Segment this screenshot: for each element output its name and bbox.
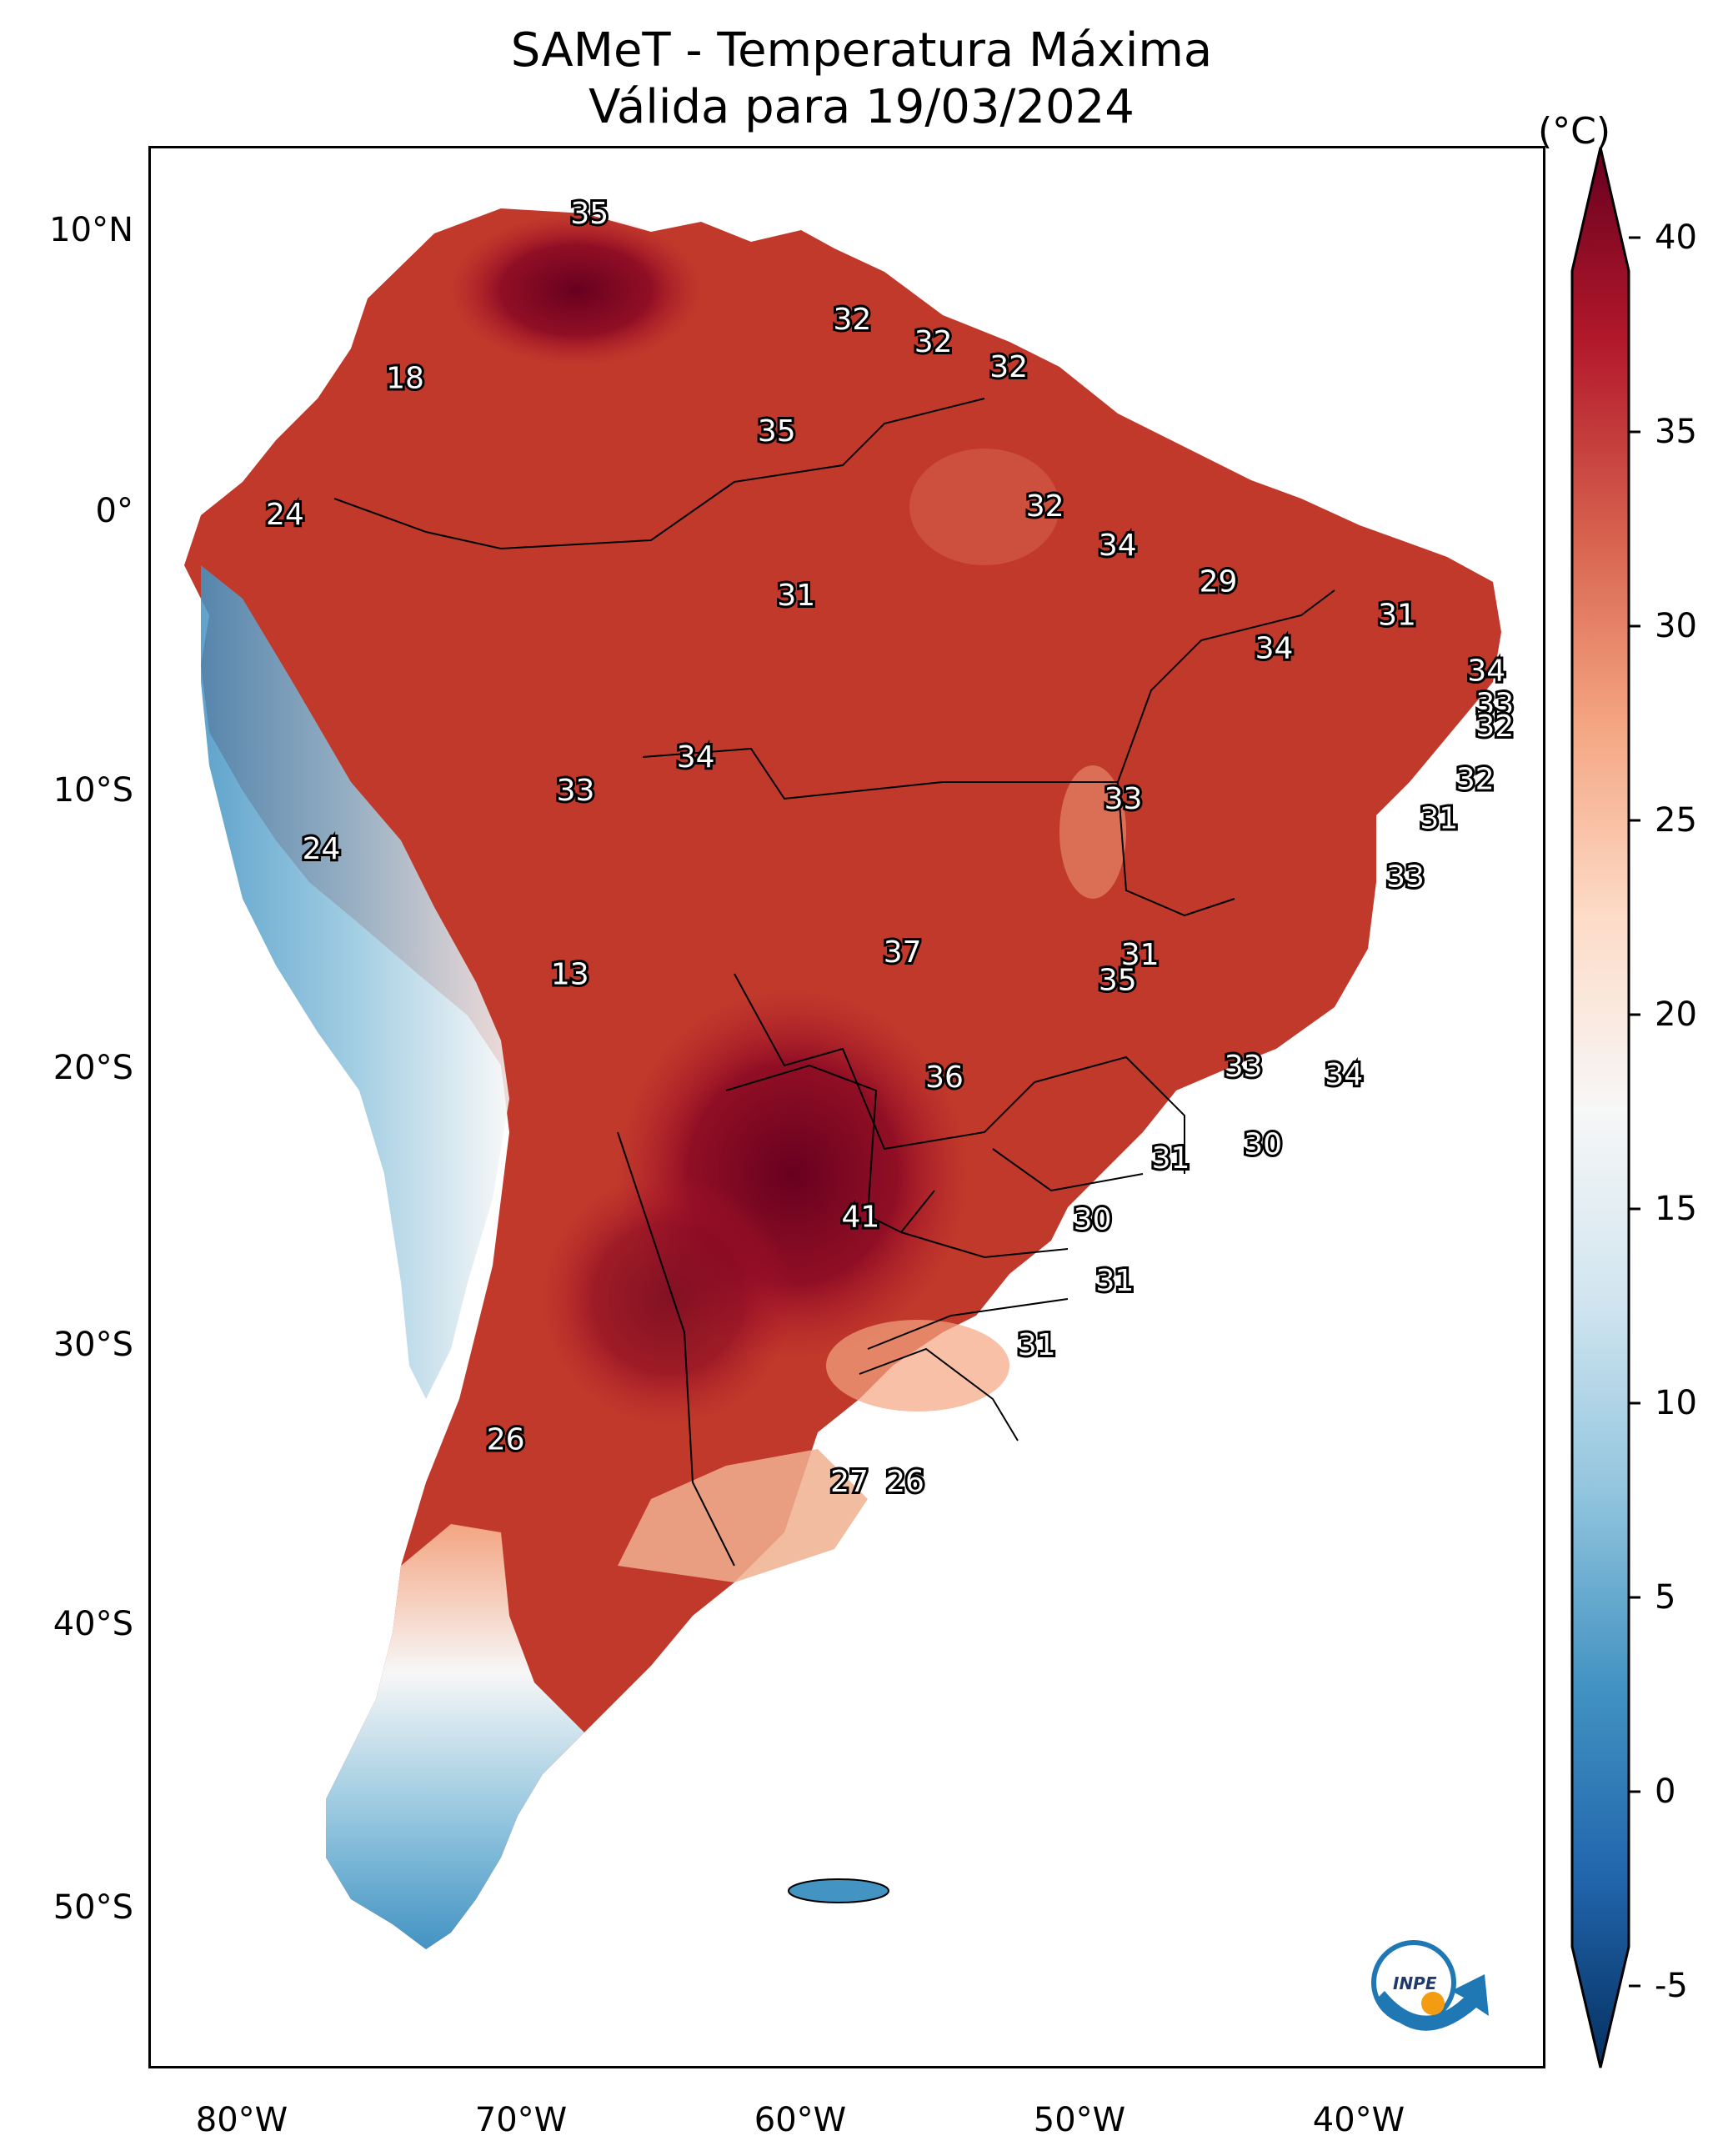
colorbar-tick-25: 25 (1655, 801, 1697, 840)
temperature-label: 27 (830, 1465, 869, 1499)
temperature-label: 41 (841, 1200, 879, 1234)
temperature-label: 34 (1325, 1058, 1363, 1092)
temperature-label: 31 (1420, 801, 1458, 835)
temperature-label: 31 (777, 579, 815, 613)
colorbar-tick-neg5: -5 (1655, 1967, 1688, 2005)
temperature-label: 36 (925, 1060, 964, 1095)
colorbar-tick-15: 15 (1655, 1190, 1697, 1228)
colorbar-tick-5: 5 (1655, 1578, 1676, 1617)
colorbar-tick-40: 40 (1655, 218, 1697, 257)
temperature-label: 30 (1244, 1127, 1282, 1161)
temperature-label: 31 (1018, 1328, 1056, 1362)
temperature-label: 18 (386, 361, 424, 395)
lon-label-40w: 40°W (1312, 2101, 1405, 2139)
temperature-label: 26 (886, 1465, 924, 1499)
temperature-label: 29 (1200, 564, 1238, 599)
colorbar (1570, 147, 1640, 2068)
patagonia-cool (326, 1524, 584, 1949)
temperature-label: 31 (1121, 938, 1160, 972)
lon-label-50w: 50°W (1033, 2101, 1126, 2139)
falklands (788, 1878, 889, 1903)
temperature-label: 32 (833, 303, 871, 337)
temperature-label: 35 (570, 197, 609, 231)
temperature-label: 32 (1026, 489, 1064, 524)
temperature-label: 32 (1456, 763, 1495, 797)
temperature-label: 32 (989, 350, 1028, 384)
temperature-label: 32 (914, 325, 953, 359)
lat-label-30s: 30°S (53, 1326, 133, 1364)
lon-label-70w: 70°W (474, 2101, 568, 2139)
temperature-label: 33 (1104, 782, 1143, 816)
temperature-label: 33 (1225, 1050, 1263, 1084)
lon-label-80w: 80°W (195, 2101, 288, 2139)
lat-label-0: 0° (95, 492, 133, 530)
lat-label-40s: 40°S (53, 1605, 133, 1643)
temperature-map: INPE 35323232183532243429313134343332343… (184, 194, 1516, 2031)
map-panel: INPE 35 32 32 32 18 35 32 24 34 29 31 31 34 34 33 32 34 3… (148, 146, 1545, 2068)
colorbar-tick-20: 20 (1655, 995, 1697, 1034)
temperature-label: 24 (303, 832, 341, 866)
colorbar-tick-10: 10 (1655, 1384, 1697, 1422)
map-title: SAMeT - Temperatura Máxima (510, 23, 1213, 78)
temperature-label: 35 (1099, 963, 1137, 997)
temperature-label: 31 (1152, 1141, 1190, 1176)
temperature-label: 26 (487, 1423, 525, 1457)
lat-label-10n: 10°N (49, 211, 133, 249)
temperature-label: 32 (1475, 709, 1514, 744)
temperature-label: 33 (1475, 687, 1514, 721)
temperature-label: 33 (1386, 860, 1425, 895)
lat-label-10s: 10°S (53, 771, 133, 810)
lon-label-60w: 60°W (754, 2101, 847, 2139)
temperature-label: 37 (884, 935, 922, 970)
temperature-label: 24 (266, 498, 304, 532)
inpe-logo: INPE (1371, 1940, 1489, 2031)
temperature-label: 30 (1074, 1203, 1112, 1237)
temperature-label: 34 (1099, 529, 1137, 563)
temperature-label: 31 (1095, 1264, 1134, 1298)
svg-text:INPE: INPE (1393, 1973, 1437, 1993)
temperature-label: 13 (551, 958, 589, 992)
andes-cold-band (201, 565, 509, 1399)
political-borders (333, 398, 1335, 1567)
temperature-label: 35 (758, 414, 796, 449)
lat-label-50s: 50°S (53, 1888, 133, 1927)
temperature-label: 34 (1467, 654, 1505, 688)
temperature-label: 31 (1378, 599, 1416, 633)
colorbar-tick-35: 35 (1655, 413, 1697, 451)
heat-core-north (451, 215, 701, 365)
colorbar-tick-0: 0 (1655, 1772, 1676, 1811)
temperature-label: 34 (677, 740, 715, 775)
colorbar-unit: (°C) (1538, 110, 1611, 153)
map-subtitle: Válida para 19/03/2024 (589, 80, 1134, 134)
temperature-label: 33 (557, 774, 595, 808)
colorbar-tick-30: 30 (1655, 607, 1697, 645)
temperature-label: 34 (1255, 632, 1294, 666)
lat-label-20s: 20°S (53, 1049, 133, 1087)
